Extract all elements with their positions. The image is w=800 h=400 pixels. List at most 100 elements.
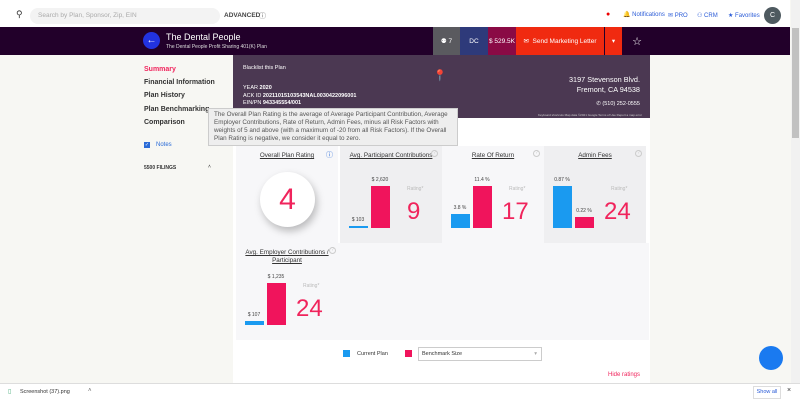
current-plan-bar xyxy=(553,186,572,228)
help-icon[interactable]: ? xyxy=(329,247,336,254)
advanced-search-link[interactable]: ADVANCED xyxy=(224,12,261,19)
download-file[interactable]: Screenshot (37).png xyxy=(20,389,70,395)
crm-link[interactable]: ⚇ CRM xyxy=(697,13,718,19)
notifications-label: Notifications xyxy=(632,12,665,18)
sidebar-item-summary[interactable]: Summary xyxy=(144,66,176,73)
rating-label: Rating* xyxy=(509,186,526,192)
help-icon[interactable]: ? xyxy=(635,150,642,157)
participant-contributions-card: Avg. Participant Contributions ? $ 103 $… xyxy=(340,146,442,243)
avatar[interactable]: C xyxy=(764,7,781,24)
search-icon: ⚲ xyxy=(16,9,23,19)
year-label: YEAR xyxy=(243,85,258,91)
phone: ✆ (510) 252-0555 xyxy=(596,101,640,107)
ack-label: ACK ID xyxy=(243,92,262,99)
address: 3197 Stevenson Blvd. Fremont, CA 94538 xyxy=(569,75,640,95)
star-icon[interactable]: ☆ xyxy=(632,35,642,48)
sidebar-item-history[interactable]: Plan History xyxy=(144,92,185,99)
chevron-up-icon[interactable]: ˄ xyxy=(88,388,92,394)
participants-badge[interactable]: ⚉ 7 xyxy=(433,27,460,55)
favorites-link[interactable]: ★ Favorites xyxy=(728,13,760,19)
plan-subtitle: The Dental People Profit Sharing 401(K) … xyxy=(166,44,267,50)
notes-link[interactable]: Notes xyxy=(156,142,172,148)
map-panel[interactable]: Blacklist this Plan 📍 YEAR 2020 ACK ID 2… xyxy=(233,55,650,118)
plan-title: The Dental People xyxy=(166,32,241,42)
search-input[interactable]: Search by Plan, Sponsor, Zip, EIN xyxy=(30,8,220,24)
rating-value: 24 xyxy=(604,198,631,225)
rating-label: Rating* xyxy=(611,186,628,192)
participants-count: 7 xyxy=(448,37,453,45)
card-title[interactable]: Admin Fees xyxy=(578,152,612,159)
current-plan-bar xyxy=(245,321,264,325)
state-badge[interactable]: DC xyxy=(460,27,488,55)
close-icon[interactable]: × xyxy=(787,387,792,394)
chat-button[interactable] xyxy=(759,346,783,370)
overall-rating-card: Overall Plan Rating ⓘ 4 xyxy=(236,146,338,243)
scrollbar[interactable] xyxy=(791,0,800,383)
notifications-link[interactable]: 🔔 Notifications xyxy=(623,12,665,18)
plan-header: ← The Dental People The Dental People Pr… xyxy=(0,27,790,55)
benchmark-bar-label: $ 1,235 xyxy=(267,274,285,280)
employer-contributions-card: Avg. Employer Contributions / Participan… xyxy=(236,243,649,340)
download-bar: ▯ Screenshot (37).png ˄ Show all × xyxy=(0,383,800,400)
file-icon: ▯ xyxy=(8,389,12,395)
hide-ratings-link[interactable]: Hide ratings xyxy=(608,372,641,378)
send-marketing-letter-button[interactable]: ✉ Send Marketing Letter xyxy=(516,27,604,55)
pro-link[interactable]: ✉ PRO xyxy=(668,13,688,19)
map-attribution: Keyboard shortcuts Map data ©2021 Google… xyxy=(537,113,642,117)
current-plan-bar-label: 0.87 % xyxy=(554,177,570,183)
plan-ids: YEAR 2020 ACK ID 20211015103543NAL003042… xyxy=(243,85,356,108)
benchmark-swatch xyxy=(405,350,412,357)
card-title[interactable]: Rate Of Return xyxy=(471,152,515,159)
rating-value: 24 xyxy=(296,295,323,322)
address-line-2: Fremont, CA 94538 xyxy=(576,85,640,94)
rating-value: 17 xyxy=(502,198,529,225)
back-arrow-icon[interactable]: ← xyxy=(143,32,160,49)
sidebar-item-comparison[interactable]: Comparison xyxy=(144,119,185,126)
sidebar-item-financial[interactable]: Financial Information xyxy=(144,79,215,86)
chevron-up-icon[interactable]: ˄ xyxy=(208,164,211,170)
card-title[interactable]: Avg. Employer Contributions / Participan… xyxy=(245,249,329,264)
phone-number: (510) 252-0555 xyxy=(602,101,640,107)
address-line-1: 3197 Stevenson Blvd. xyxy=(569,75,640,84)
help-icon[interactable]: ? xyxy=(431,150,438,157)
overall-rating-value: 4 xyxy=(260,172,315,227)
current-plan-bar-label: $ 107 xyxy=(247,312,261,319)
apple-icon[interactable]: ● xyxy=(606,11,611,18)
benchmark-select[interactable]: Benchmark Size ▾ xyxy=(418,347,542,361)
show-all-button[interactable]: Show all xyxy=(753,386,781,399)
benchmark-select-value: Benchmark Size xyxy=(422,351,463,357)
help-icon[interactable]: ⓘ xyxy=(326,152,333,159)
main-content: Overall Plan Rating ⓘ 4 Avg. Participant… xyxy=(233,118,650,383)
ein-label: EIN/PN xyxy=(243,100,262,106)
help-icon[interactable]: ⓘ xyxy=(259,13,266,20)
chevron-down-icon: ▾ xyxy=(534,351,537,357)
admin-fees-card: Admin Fees ? 0.87 % 0.22 % Rating* 24 xyxy=(544,146,646,243)
benchmark-bar-label: $ 2,620 xyxy=(371,177,389,183)
benchmark-bar-label: 11.4 % xyxy=(474,177,490,183)
benchmark-bar xyxy=(473,186,492,228)
current-plan-bar-label: 3.8 % xyxy=(453,205,467,211)
top-bar: ⚲ Search by Plan, Sponsor, Zip, EIN ADVA… xyxy=(0,0,790,27)
current-plan-bar-label: $ 103 xyxy=(351,217,365,223)
ein-value: 943345554/001 xyxy=(262,100,302,106)
filings-header[interactable]: 5500 FILINGS xyxy=(144,165,177,171)
favorites-label: Favorites xyxy=(735,13,760,19)
current-plan-label: Current Plan xyxy=(357,351,388,357)
benchmark-bar-label: 0.22 % xyxy=(576,208,592,215)
benchmark-bar xyxy=(267,283,286,325)
current-plan-bar xyxy=(349,226,368,228)
pro-label: PRO xyxy=(674,13,688,19)
blacklist-link[interactable]: Blacklist this Plan xyxy=(243,65,286,71)
rate-of-return-card: Rate Of Return ? 3.8 % 11.4 % Rating* 17 xyxy=(442,146,544,243)
notes-checkbox[interactable]: ✓ xyxy=(144,142,150,148)
benchmark-bar xyxy=(371,186,390,228)
assets-badge[interactable]: $ 529.5K xyxy=(488,27,516,55)
help-icon[interactable]: ? xyxy=(533,150,540,157)
card-title[interactable]: Avg. Participant Contributions xyxy=(349,152,433,159)
map-pin-icon: 📍 xyxy=(433,70,447,82)
card-title[interactable]: Overall Plan Rating xyxy=(259,152,315,159)
send-letter-label: Send Marketing Letter xyxy=(532,37,597,45)
rating-value: 9 xyxy=(407,198,421,225)
sidebar-item-benchmarking[interactable]: Plan Benchmarking xyxy=(144,106,210,113)
chevron-down-icon[interactable]: ▾ xyxy=(605,27,622,55)
